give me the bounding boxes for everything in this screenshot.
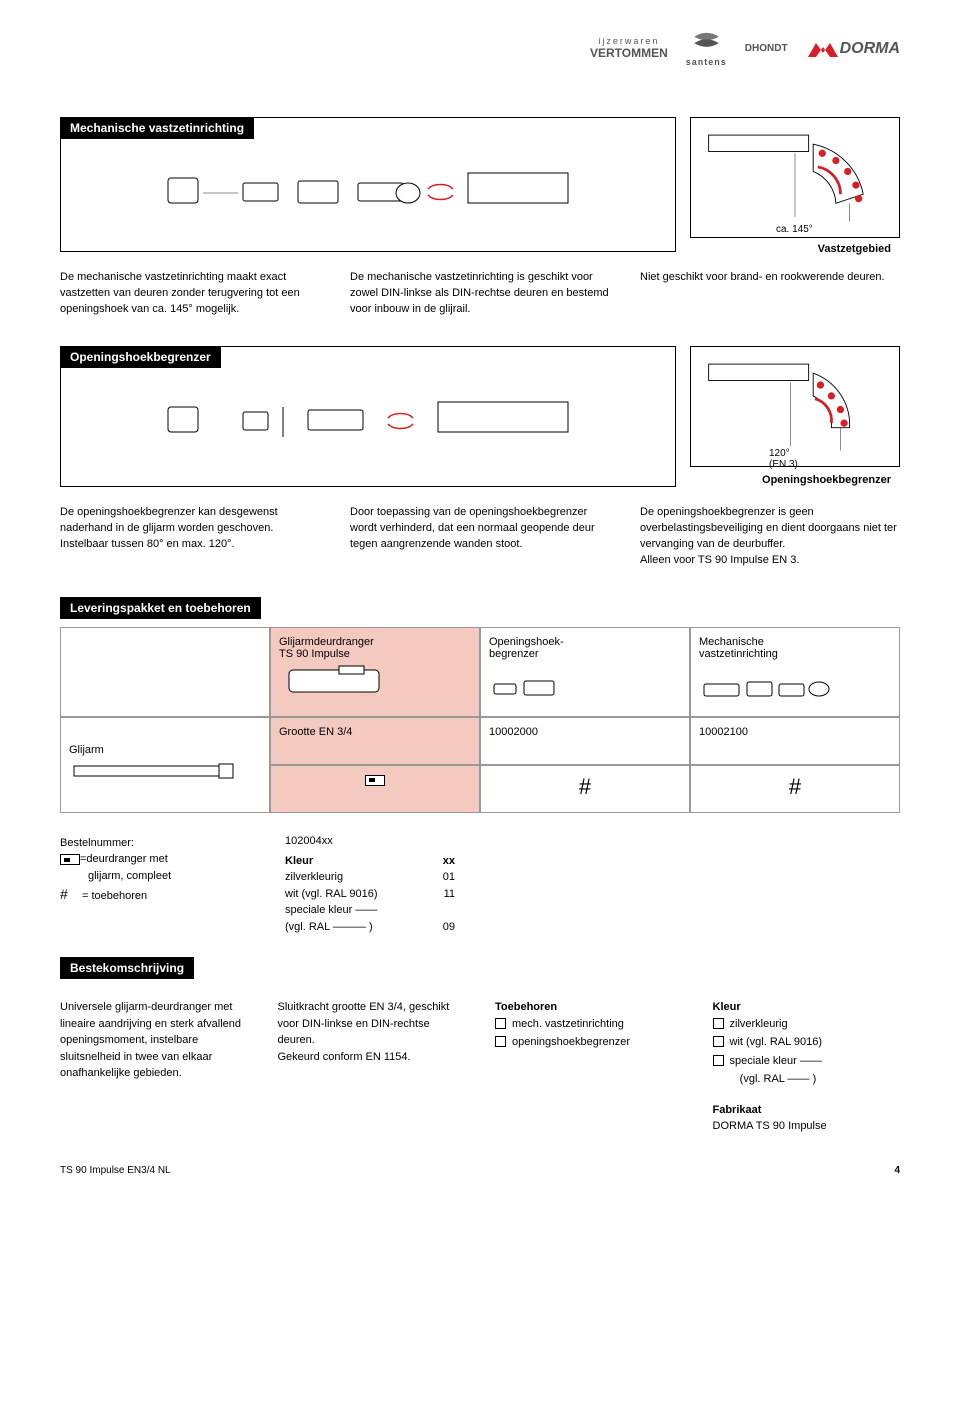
bestek-col2: Sluitkracht grootte EN 3/4, geschikt voo… xyxy=(278,999,466,1135)
section-mechanische-label: Mechanische vastzetinrichting xyxy=(60,117,254,139)
header-logos: ijzerwaren VERTOMMEN santens DHONDT DORM… xyxy=(60,30,900,67)
exploded-view-illustration xyxy=(61,148,675,228)
bestelnummer-line2: #= toebehoren xyxy=(60,884,255,905)
checkbox-item: wit (vgl. RAL 9016) xyxy=(713,1034,901,1051)
angle-label: ca. 145° xyxy=(776,224,813,235)
angle-label-2: 120° (EN 3) xyxy=(769,448,798,470)
checkbox-item: zilverkleurig xyxy=(713,1016,901,1033)
logo-santens-text: santens xyxy=(686,58,727,68)
product-code: 102004xx xyxy=(285,835,900,847)
table-cell xyxy=(60,627,270,717)
table-cell-hash: # xyxy=(480,765,690,813)
table-cell-icon xyxy=(270,765,480,813)
logo-text-bottom: VERTOMMEN xyxy=(590,47,668,60)
section2-col1: De openingshoekbegrenzer kan desgewenst … xyxy=(60,505,320,569)
bestelnummer-title: Bestelnummer: xyxy=(60,835,255,852)
checkbox-item: mech. vastzetinrichting xyxy=(495,1016,683,1033)
section1-col3: Niet geschikt voor brand- en rookwerende… xyxy=(640,270,900,318)
section1-col1: De mechanische vastzetinrichting maakt e… xyxy=(60,270,320,318)
table-cell-glijarm-label: Glijarm xyxy=(60,717,270,813)
logo-dhondt: DHONDT xyxy=(745,43,788,54)
logo-dorma: DORMA xyxy=(806,39,900,59)
section-openingshoek-label: Openingshoekbegrenzer xyxy=(60,346,221,368)
logo-vertommen: ijzerwaren VERTOMMEN xyxy=(590,37,668,60)
kleur-subline: (vgl. RAL —— ) xyxy=(713,1071,901,1088)
product-table: Glijarmdeurdranger TS 90 Impulse Opening… xyxy=(60,627,900,813)
bestek-col3: Toebehoren mech. vastzetinrichting openi… xyxy=(495,999,683,1135)
footer-page-number: 4 xyxy=(894,1165,900,1176)
exploded-view-illustration-2 xyxy=(61,377,675,457)
bestelnummer-line1b: glijarm, compleet xyxy=(60,868,255,885)
section-mechanische-illustration: Mechanische vastzetinrichting xyxy=(60,117,676,252)
table-header-text: Openingshoek- begrenzer xyxy=(489,636,681,660)
bestek-col4: Kleur zilverkleurig wit (vgl. RAL 9016) … xyxy=(713,999,901,1135)
kleur-row: wit (vgl. RAL 9016)11 xyxy=(285,886,455,903)
bestelnummer-line1: =deurdranger met xyxy=(60,851,255,868)
logo-dorma-text: DORMA xyxy=(840,40,900,58)
fabrikaat-label: Fabrikaat xyxy=(713,1102,901,1119)
kleur-title: Kleur xyxy=(713,999,901,1016)
arc-diagram-icon xyxy=(699,126,891,226)
checkbox-item: openingshoekbegrenzer xyxy=(495,1034,683,1051)
table-cell-hash: # xyxy=(690,765,900,813)
product-icon xyxy=(699,676,839,701)
arc-diagram-icon-2 xyxy=(699,355,891,455)
section2-text-cols: De openingshoekbegrenzer kan desgewenst … xyxy=(60,505,900,569)
section-mechanische-row: Mechanische vastzetinrichting xyxy=(60,117,900,252)
table-cell: 10002000 xyxy=(480,717,690,765)
closer-symbol-icon xyxy=(60,854,80,865)
product-icon xyxy=(279,660,389,700)
section1-text-cols: De mechanische vastzetinrichting maakt e… xyxy=(60,270,900,318)
section2-col3: De openingshoekbegrenzer is geen overbel… xyxy=(640,505,900,569)
table-cell: 10002100 xyxy=(690,717,900,765)
glijarm-icon xyxy=(69,756,239,786)
bestelnummer-block: Bestelnummer: =deurdranger met glijarm, … xyxy=(60,835,255,936)
product-icon xyxy=(489,676,559,701)
footer-left: TS 90 Impulse EN3/4 NL xyxy=(60,1165,171,1176)
zone-label: Vastzetgebied xyxy=(818,243,891,255)
order-info-row: Bestelnummer: =deurdranger met glijarm, … xyxy=(60,835,900,936)
section-openingshoek-row: Openingshoekbegrenzer xyxy=(60,346,900,487)
section-openingshoek-illustration: Openingshoekbegrenzer xyxy=(60,346,676,487)
bestek-section-label: Bestekomschrijving xyxy=(60,957,194,979)
glijarm-text: Glijarm xyxy=(69,744,261,756)
kleur-row: (vgl. RAL ——— )09 xyxy=(285,919,455,936)
section2-col2: Door toepassing van de openingshoekbegre… xyxy=(350,505,610,569)
section-openingshoek-arc: 120° (EN 3) Openingshoekbegrenzer xyxy=(690,346,900,467)
table-header-text: Glijarmdeurdranger TS 90 Impulse xyxy=(279,636,471,660)
checkbox-item: speciale kleur —— xyxy=(713,1053,901,1070)
toebehoren-title: Toebehoren xyxy=(495,999,683,1016)
table-section-label: Leveringspakket en toebehoren xyxy=(60,597,261,619)
table-header-glijarm: Glijarmdeurdranger TS 90 Impulse xyxy=(270,627,480,717)
zone-label-2: Openingshoekbegrenzer xyxy=(762,474,891,486)
page-footer: TS 90 Impulse EN3/4 NL 4 xyxy=(60,1165,900,1176)
kleur-row: speciale kleur —— xyxy=(285,902,455,919)
bestek-col1: Universele glijarm-deurdranger met linea… xyxy=(60,999,248,1135)
kleur-header: Kleurxx xyxy=(285,853,455,870)
kleur-row: zilverkleurig01 xyxy=(285,869,455,886)
section1-col2: De mechanische vastzetinrichting is gesc… xyxy=(350,270,610,318)
table-cell: Grootte EN 3/4 xyxy=(270,717,480,765)
table-header-openingshoek: Openingshoek- begrenzer xyxy=(480,627,690,717)
table-header-mechanische: Mechanische vastzetinrichting xyxy=(690,627,900,717)
logo-santens: santens xyxy=(686,30,727,67)
fabrikaat-value: DORMA TS 90 Impulse xyxy=(713,1118,901,1135)
bestek-cols: Universele glijarm-deurdranger met linea… xyxy=(60,999,900,1135)
section-mechanische-arc: ca. 145° Vastzetgebied xyxy=(690,117,900,238)
closer-symbol-icon xyxy=(365,775,385,786)
table-header-text: Mechanische vastzetinrichting xyxy=(699,636,891,660)
kleur-block: 102004xx Kleurxx zilverkleurig01 wit (vg… xyxy=(285,835,900,936)
